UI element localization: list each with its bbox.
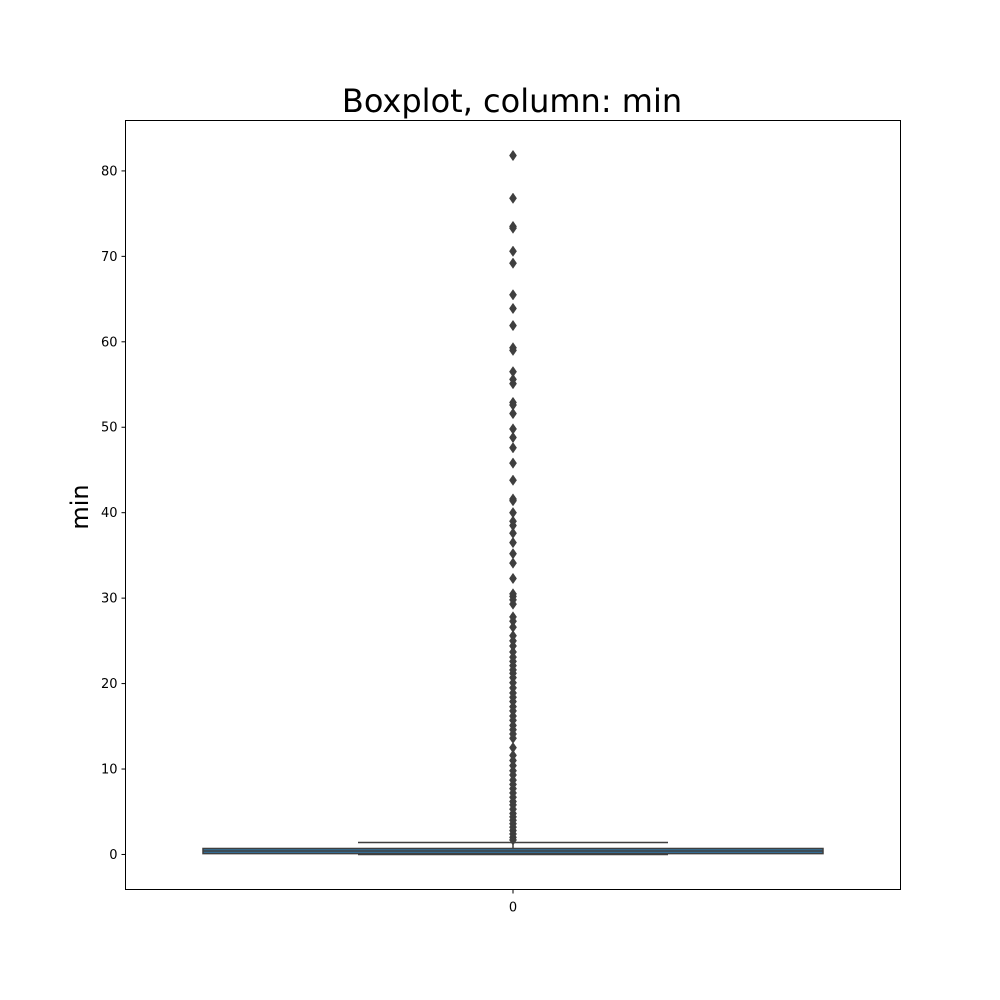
y-tick-label: 40 bbox=[101, 506, 118, 521]
outlier-point bbox=[509, 834, 517, 846]
outlier-point bbox=[509, 557, 517, 569]
x-tick-label: 0 bbox=[509, 901, 517, 916]
outlier-point bbox=[509, 222, 517, 234]
outlier-point bbox=[509, 495, 517, 507]
y-tick-label: 30 bbox=[101, 592, 118, 607]
y-tick-label: 70 bbox=[101, 250, 118, 265]
outlier-point bbox=[509, 431, 517, 444]
outlier-point bbox=[509, 527, 517, 539]
outlier-point bbox=[509, 548, 517, 560]
outlier-point bbox=[509, 192, 517, 204]
y-tick-label: 10 bbox=[101, 763, 118, 778]
outlier-point bbox=[509, 289, 517, 301]
y-tick-label: 80 bbox=[101, 164, 118, 179]
y-axis-label: min bbox=[66, 484, 94, 529]
outlier-point bbox=[509, 598, 517, 610]
y-axis: 0 10 20 30 40 50 60 70 80 bbox=[101, 164, 126, 863]
outlier-point bbox=[509, 149, 517, 162]
plot-area bbox=[202, 149, 824, 856]
x-axis: 0 bbox=[509, 889, 517, 916]
outlier-point bbox=[509, 442, 517, 454]
outlier-point bbox=[509, 457, 517, 469]
outlier-point bbox=[509, 407, 517, 420]
outlier-point bbox=[509, 572, 517, 585]
outlier-point bbox=[509, 257, 517, 269]
outlier-point bbox=[509, 474, 517, 486]
outlier-point bbox=[509, 319, 517, 332]
y-tick-label: 50 bbox=[101, 421, 118, 436]
outlier-point bbox=[509, 302, 517, 315]
outlier-point bbox=[509, 536, 517, 549]
y-tick-label: 60 bbox=[101, 335, 118, 350]
outlier-point bbox=[509, 378, 517, 390]
y-tick-label: 20 bbox=[101, 677, 118, 692]
chart-title: Boxplot, column: min bbox=[342, 82, 682, 120]
y-tick-label: 0 bbox=[109, 848, 117, 863]
outlier-point bbox=[509, 245, 517, 257]
outlier-point bbox=[509, 344, 517, 356]
